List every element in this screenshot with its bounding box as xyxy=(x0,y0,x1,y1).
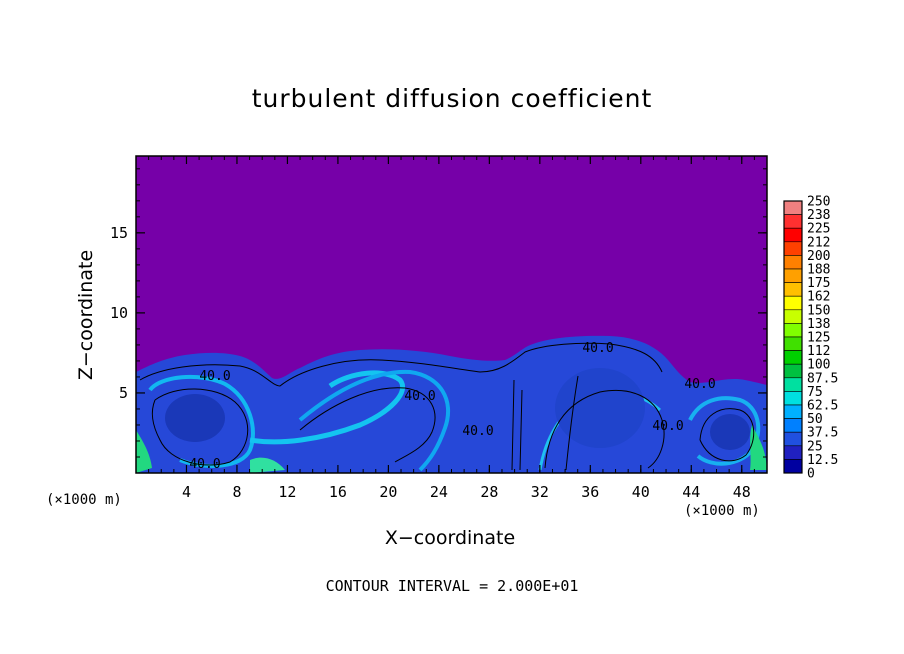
colorbar-swatch xyxy=(783,323,803,338)
x-tick-label: 24 xyxy=(430,483,448,501)
colorbar-swatch xyxy=(783,404,803,419)
colorbar-label: 37.5 xyxy=(807,426,838,441)
contour-line-vertical xyxy=(511,375,579,471)
contour-line-right xyxy=(699,408,755,462)
colorbar-swatch xyxy=(783,255,803,270)
x-unit-label-left: (×1000 m) xyxy=(46,492,122,508)
contour-line-center xyxy=(544,389,665,469)
colorbar-label: 25 xyxy=(807,439,823,454)
y-tick-label: 10 xyxy=(110,304,128,322)
colorbar-swatch xyxy=(783,268,803,283)
colorbar-swatch xyxy=(783,431,803,447)
contour-label: 40.0 xyxy=(652,419,683,434)
colorbar-label: 138 xyxy=(807,317,830,332)
x-tick-label: 12 xyxy=(278,483,296,501)
colorbar-label: 112 xyxy=(807,344,830,359)
contour-label: 40.0 xyxy=(462,424,493,439)
colorbar-label: 212 xyxy=(807,235,830,250)
x-tick-label: 28 xyxy=(480,483,498,501)
colorbar-swatch xyxy=(783,200,803,215)
colorbar-swatch xyxy=(783,336,803,351)
colorbar-swatch xyxy=(783,459,803,474)
colorbar-frame xyxy=(783,200,803,474)
colorbar-label: 12.5 xyxy=(807,453,838,468)
x-tick-label: 8 xyxy=(232,483,241,501)
y-tick-label: 5 xyxy=(119,384,128,402)
x-tick-label: 4 xyxy=(182,483,191,501)
green-patch-right xyxy=(750,425,767,470)
green-patch-mid xyxy=(250,457,285,473)
colorbar-label: 87.5 xyxy=(807,371,838,386)
colorbar-swatch xyxy=(783,227,803,243)
colorbar-swatch xyxy=(783,241,803,256)
contour-line-mid xyxy=(299,387,436,463)
colorbar-swatch xyxy=(783,350,803,365)
colorbar-swatch xyxy=(783,377,803,392)
colorbar-label: 62.5 xyxy=(807,399,838,414)
colorbar-label: 0 xyxy=(807,467,815,482)
contour-label: 40.0 xyxy=(684,377,715,392)
colorbar-label: 100 xyxy=(807,358,830,373)
swirl-left xyxy=(148,374,255,468)
colorbar-label: 50 xyxy=(807,412,823,427)
colorbar-label: 150 xyxy=(807,303,830,318)
colorbar-swatch xyxy=(783,445,803,460)
colorbar-swatch xyxy=(783,418,803,433)
x-tick-label: 36 xyxy=(581,483,599,501)
swirl-right xyxy=(688,396,761,466)
y-tick-label: 15 xyxy=(110,224,128,242)
colorbar-label: 225 xyxy=(807,222,830,237)
swirl-mid2 xyxy=(298,369,451,472)
colorbar-swatch xyxy=(783,282,803,297)
core-right xyxy=(710,414,750,450)
x-tick-label: 16 xyxy=(329,483,347,501)
x-tick-label: 44 xyxy=(682,483,700,501)
contour-line-left xyxy=(151,388,249,466)
contour-line-top xyxy=(139,342,663,387)
colorbar-label: 175 xyxy=(807,276,830,291)
colorbar-swatch xyxy=(783,309,803,324)
colorbar-label: 200 xyxy=(807,249,830,264)
x-tick-label: 48 xyxy=(733,483,751,501)
colorbar-swatch xyxy=(783,214,803,229)
chart-title: turbulent diffusion coefficient xyxy=(251,84,653,113)
colorbar-swatch xyxy=(783,391,803,406)
x-tick-label: 40 xyxy=(632,483,650,501)
core-mid xyxy=(555,368,645,448)
contour-label: 40.0 xyxy=(199,369,230,384)
contour-label: 40.0 xyxy=(404,389,435,404)
colorbar-swatch xyxy=(783,363,803,379)
colorbar-label: 162 xyxy=(807,290,830,305)
contour-label: 40.0 xyxy=(582,341,613,356)
x-unit-label-right: (×1000 m) xyxy=(684,503,760,519)
colorbar-label: 125 xyxy=(807,331,830,346)
colorbar-label: 238 xyxy=(807,208,830,223)
x-tick-label: 20 xyxy=(379,483,397,501)
colorbar-swatch xyxy=(783,295,803,311)
colorbar-label: 250 xyxy=(807,195,830,210)
contour-interval-note: CONTOUR INTERVAL = 2.000E+01 xyxy=(325,577,579,595)
x-axis-label: X−coordinate xyxy=(384,527,516,549)
colorbar-label: 188 xyxy=(807,263,830,278)
contour-label: 40.0 xyxy=(189,457,220,472)
colorbar-label: 75 xyxy=(807,385,823,400)
core-left xyxy=(165,394,225,442)
swirl-mid xyxy=(249,370,405,445)
x-tick-label: 32 xyxy=(531,483,549,501)
